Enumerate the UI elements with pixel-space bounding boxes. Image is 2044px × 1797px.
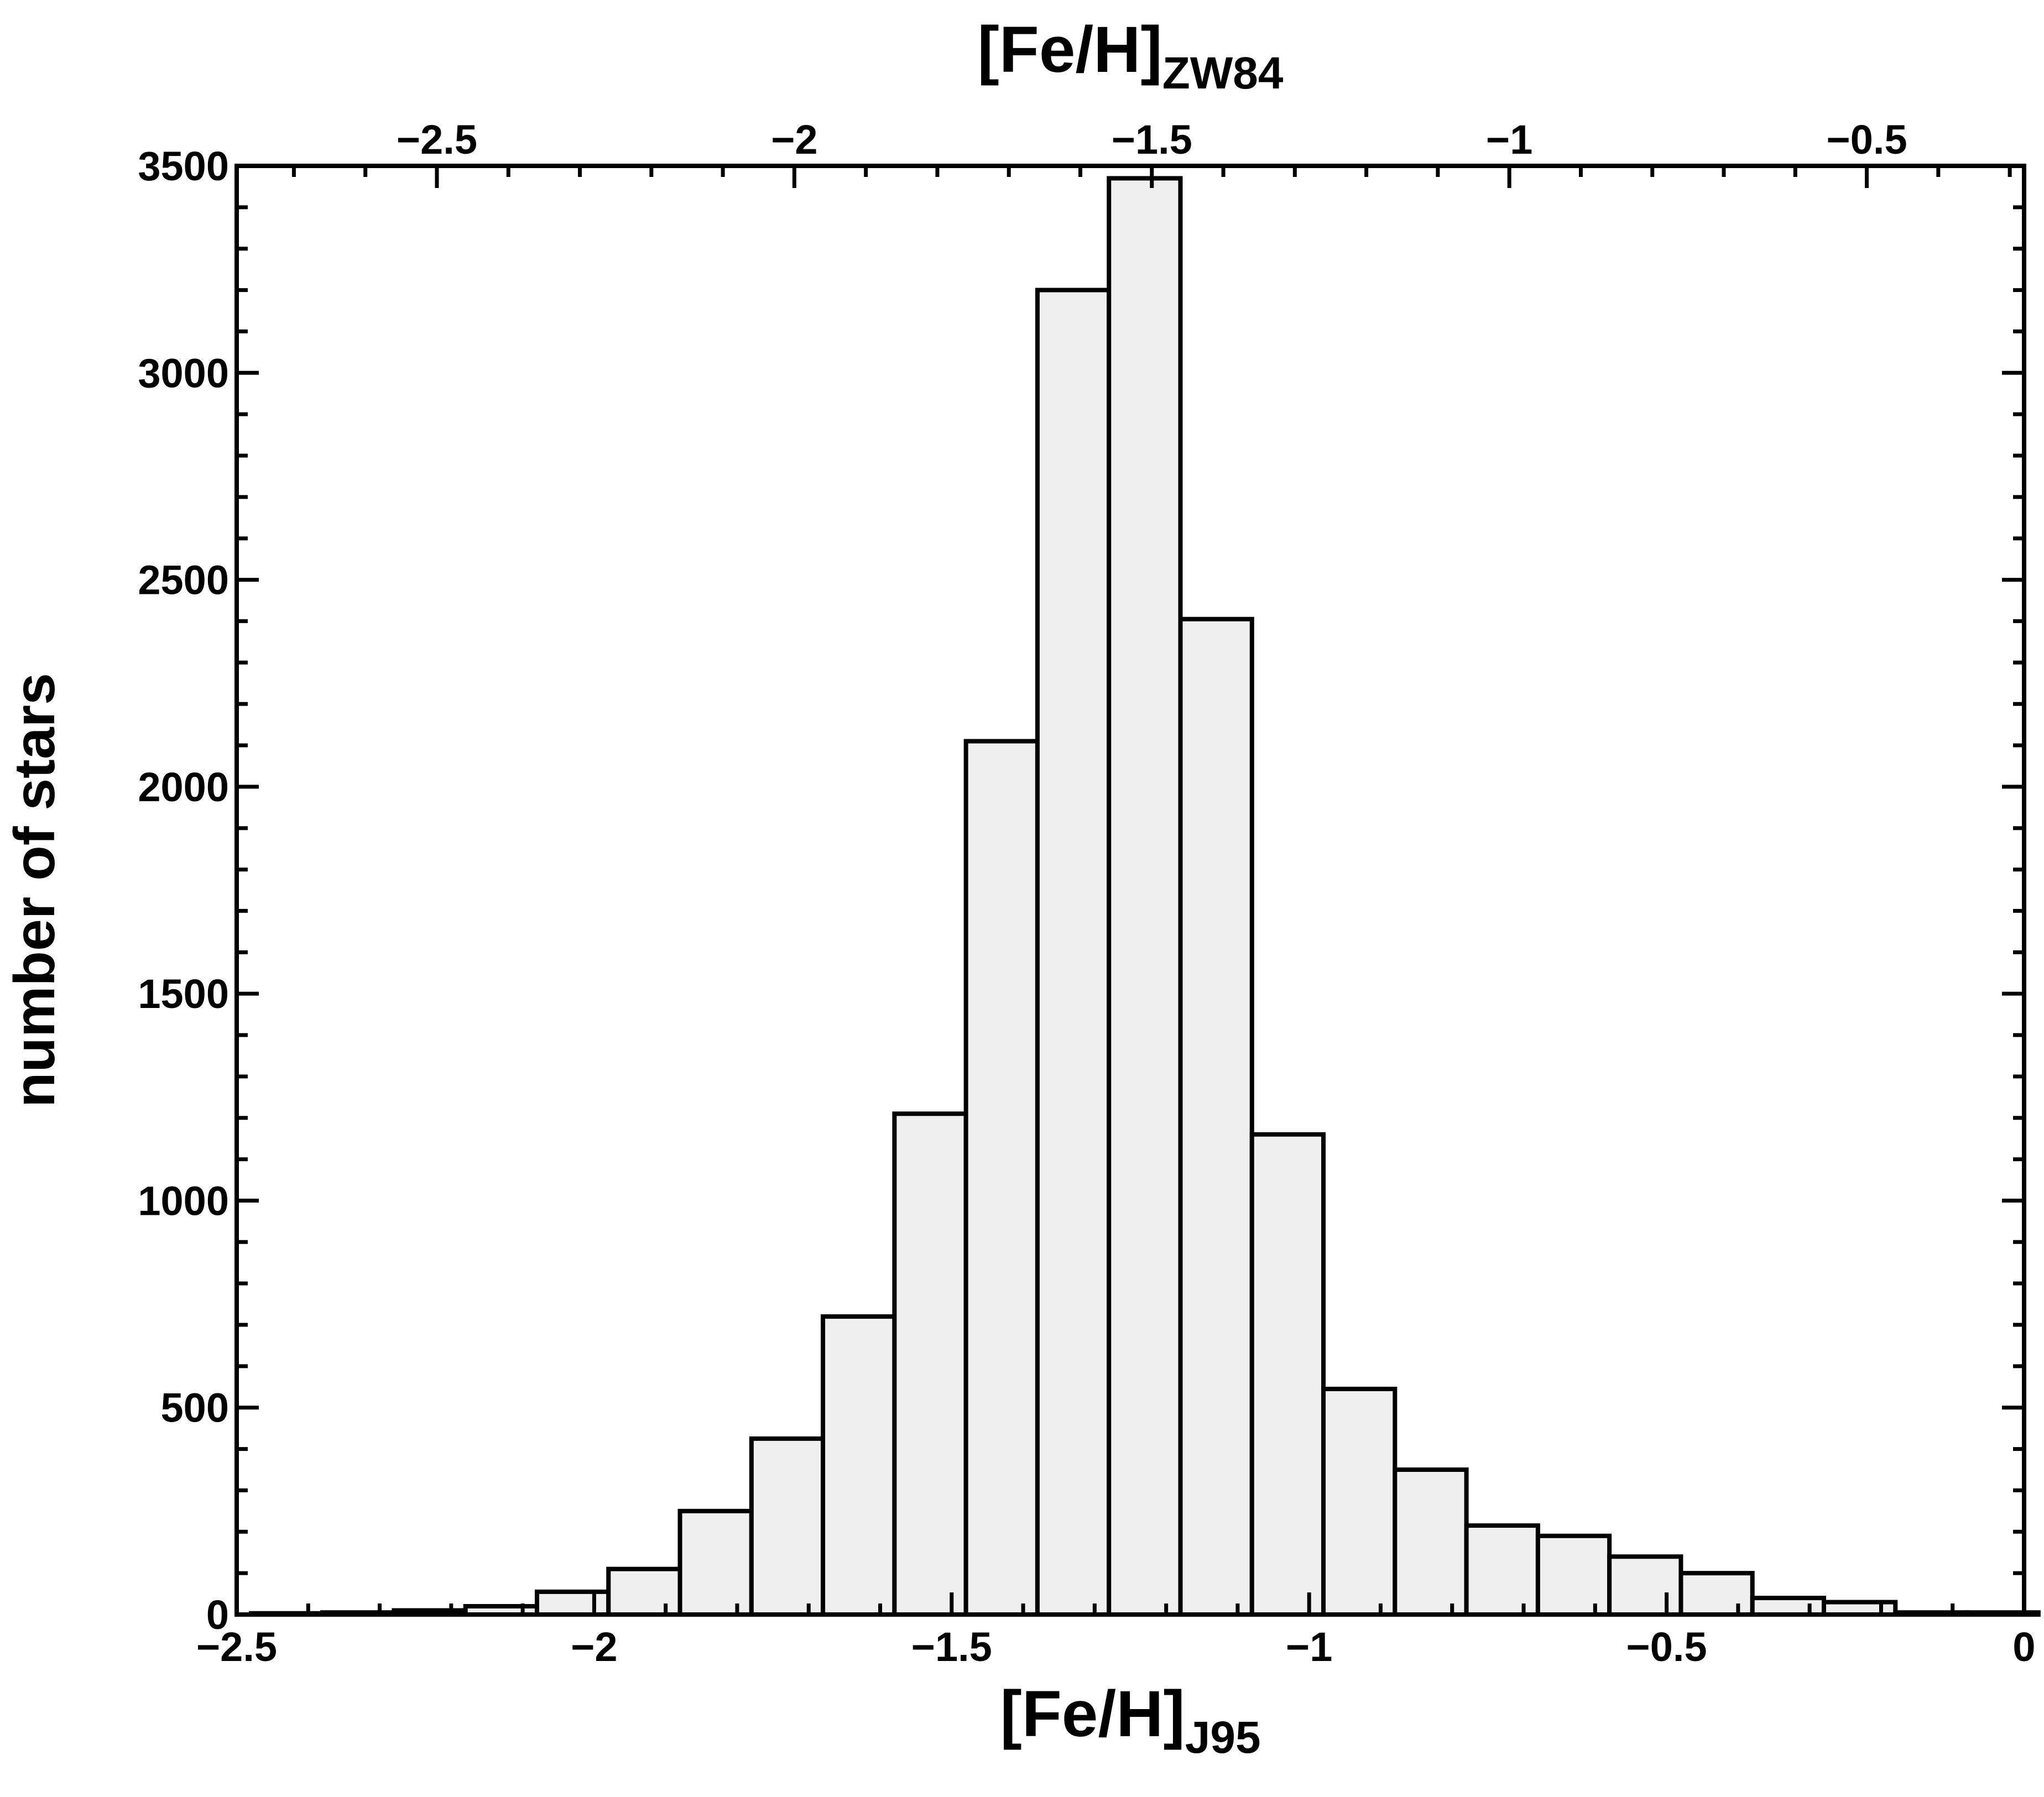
y-tick-label: 1500 xyxy=(138,971,229,1017)
y-tick-label: 1000 xyxy=(138,1178,229,1224)
histogram-bar xyxy=(1035,288,1112,1617)
histogram-bar xyxy=(1321,1387,1398,1617)
x-tick-label: 0 xyxy=(2012,1624,2035,1670)
histogram-bar xyxy=(677,1508,754,1617)
histogram-bar xyxy=(821,1314,897,1617)
y-tick-label: 0 xyxy=(206,1592,229,1638)
tick-labels: −2.5 −2 −1.5 −1 −0.5 0−2.5 −2 −1.5 −1 −0.50500100… xyxy=(138,117,2035,1670)
histogram-bar xyxy=(1178,617,1254,1617)
histogram-bar xyxy=(1107,176,1183,1617)
x-tick-label: −1.5 xyxy=(911,1624,992,1670)
histogram-bar xyxy=(1678,1571,1755,1617)
histogram-bar xyxy=(749,1436,826,1617)
x-axis-title-subscript: J95 xyxy=(1185,1712,1261,1763)
top-x-tick-label: −1 xyxy=(1486,117,1532,163)
histogram-bar xyxy=(1464,1523,1540,1617)
top-axis-title-main: [Fe/H] xyxy=(978,13,1162,86)
histogram-bar xyxy=(1393,1467,1469,1617)
histogram-bar xyxy=(963,739,1040,1617)
y-tick-label: 500 xyxy=(161,1385,229,1431)
histogram-bar xyxy=(1249,1132,1326,1617)
histogram-bars xyxy=(248,176,2041,1617)
x-tick-label: −1 xyxy=(1286,1624,1332,1670)
histogram-bar xyxy=(1750,1596,1827,1617)
x-axis-title: [Fe/H]J95 xyxy=(1000,1678,1260,1763)
y-tick-label: 3000 xyxy=(138,350,229,396)
x-tick-label: −2.5 xyxy=(196,1624,277,1670)
top-axis-title-subscript: ZW84 xyxy=(1162,48,1284,98)
histogram-bar xyxy=(892,1111,968,1617)
y-tick-label: 2000 xyxy=(138,764,229,810)
top-x-tick-label: −2.5 xyxy=(397,117,477,163)
top-x-tick-label: −1.5 xyxy=(1112,117,1192,163)
x-axis-title-main: [Fe/H] xyxy=(1000,1678,1185,1751)
top-x-tick-label: −2 xyxy=(771,117,817,163)
histogram-bar xyxy=(534,1589,611,1617)
histogram-bar xyxy=(606,1566,682,1617)
y-tick-label: 2500 xyxy=(138,557,229,603)
top-x-tick-label: −0.5 xyxy=(1827,117,1907,163)
x-tick-label: −2 xyxy=(571,1624,617,1670)
y-axis-title: number of stars xyxy=(3,673,67,1108)
x-tick-label: −0.5 xyxy=(1626,1624,1707,1670)
plot-frame xyxy=(234,164,2026,1617)
y-tick-label: 3500 xyxy=(138,143,229,189)
histogram-bar xyxy=(1535,1533,1612,1617)
top-axis-title: [Fe/H]ZW84 xyxy=(978,13,1284,98)
axis-ticks xyxy=(234,164,2026,1617)
histogram-bar xyxy=(1607,1554,1683,1617)
